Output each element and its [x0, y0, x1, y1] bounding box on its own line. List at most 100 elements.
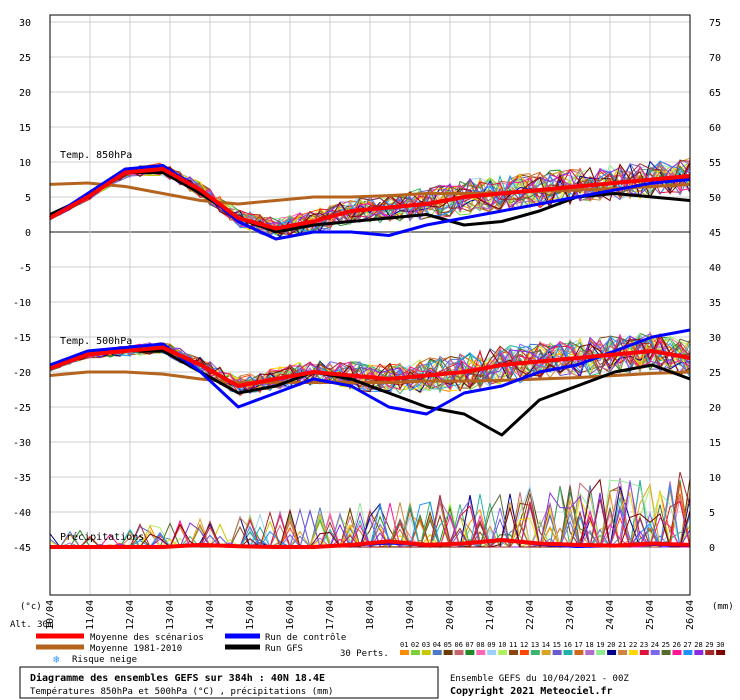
- pert-legend-swatch: [596, 650, 606, 655]
- right-tick-label: 25: [709, 368, 721, 379]
- pert-legend-swatch: [716, 650, 726, 655]
- pert-legend-number: 13: [531, 641, 539, 649]
- legend-mean-label: Moyenne des scénarios: [90, 632, 204, 643]
- right-tick-label: 55: [709, 158, 721, 169]
- left-tick-label: -10: [13, 298, 31, 309]
- t500-control-line: [49, 328, 691, 416]
- pert-legend-swatch: [530, 650, 540, 655]
- pert-precip-line: [50, 478, 691, 548]
- left-tick-label: -20: [13, 368, 31, 379]
- perts-label: 30 Perts.: [340, 649, 389, 659]
- pert-legend-swatch: [410, 650, 420, 655]
- date-tick-label: 16/04: [285, 600, 296, 630]
- pert-legend-swatch: [519, 650, 529, 655]
- right-tick-label: 15: [709, 438, 721, 449]
- pert-legend-swatch: [639, 650, 649, 655]
- right-tick-label: 40: [709, 263, 721, 274]
- pert-legend-number: 07: [465, 641, 473, 649]
- date-tick-label: 19/04: [405, 600, 416, 630]
- left-tick-label: 20: [19, 88, 31, 99]
- left-tick-label: 5: [25, 193, 31, 204]
- right-tick-label: 45: [709, 228, 721, 239]
- pert-legend-swatch: [443, 650, 453, 655]
- left-axis-ticks: 30 25 20 15 10 5 0 -5 -10 -15 -20 -25 -30 -35 -40 -45: [13, 18, 31, 554]
- pert-legend-swatch: [607, 650, 617, 655]
- left-tick-label: -30: [13, 438, 31, 449]
- date-tick-label: 11/04: [85, 600, 96, 630]
- right-tick-label: 20: [709, 403, 721, 414]
- t500-mean-line: [49, 345, 691, 388]
- date-tick-label: 10/04: [45, 600, 56, 630]
- t850-climo-line: [49, 181, 691, 206]
- pert-legend-number: 02: [411, 641, 419, 649]
- date-tick-label: 21/04: [485, 600, 496, 630]
- pert-legend-number: 21: [618, 641, 626, 649]
- pert-legend-number: 04: [433, 641, 441, 649]
- left-unit: (°c): [20, 602, 42, 612]
- left-tick-label: 15: [19, 123, 31, 134]
- left-tick-label: 0: [25, 228, 31, 239]
- pert-legend-number: 05: [444, 641, 452, 649]
- pert-legend-swatch: [574, 650, 584, 655]
- pert-legend-number: 25: [662, 641, 670, 649]
- pert-legend-number: 24: [651, 641, 659, 649]
- date-tick-label: 23/04: [565, 600, 576, 630]
- altitude-label: Alt. 30m: [10, 620, 53, 630]
- right-unit: (mm): [712, 602, 734, 612]
- date-axis-ticks: 10/04 11/04 12/04 13/04 14/04 15/04 16/04 17/04…: [45, 600, 696, 630]
- pert-legend-swatch: [509, 650, 518, 655]
- date-tick-label: 17/04: [325, 600, 336, 630]
- pert-legend-number: 22: [629, 641, 637, 649]
- pert-legend-number: 30: [716, 641, 724, 649]
- pert-legend-number: 06: [455, 641, 463, 649]
- legend-climo-label: Moyenne 1981-2010: [90, 644, 182, 654]
- pert-legend-number: 11: [509, 641, 517, 649]
- pert-legend-number: 29: [705, 641, 713, 649]
- pert-legend-number: 23: [640, 641, 648, 649]
- footer-box: [19, 666, 439, 699]
- pert-legend-swatch: [487, 650, 497, 655]
- pert-legend-number: 16: [564, 641, 572, 649]
- t500-climo-line: [49, 370, 691, 384]
- pert-legend-number: 12: [520, 641, 528, 649]
- pert-legend-swatch: [454, 650, 464, 655]
- right-tick-label: 0: [709, 543, 715, 554]
- pert-legend-number: 10: [498, 641, 506, 649]
- legend-gfs-label: Run GFS: [265, 644, 303, 654]
- pert-legend-number: 19: [596, 641, 604, 649]
- left-tick-label: 25: [19, 53, 31, 64]
- pert-legend-number: 08: [476, 641, 484, 649]
- date-tick-label: 12/04: [125, 600, 136, 630]
- pert-legend-swatch: [705, 650, 715, 655]
- pert-legend-swatch: [465, 650, 475, 655]
- left-tick-label: -40: [13, 508, 31, 519]
- pert-legend-number: 26: [673, 641, 681, 649]
- pert-legend-swatch: [694, 650, 704, 655]
- date-tick-label: 22/04: [525, 600, 536, 630]
- pert-legend-number: 01: [400, 641, 408, 649]
- pert-legend-swatch: [563, 650, 573, 655]
- t850-panel-label: Temp. 850hPa: [60, 150, 132, 161]
- pert-legend-swatch: [661, 650, 671, 655]
- date-tick-label: 13/04: [165, 600, 176, 630]
- pert-legend-number: 15: [553, 641, 561, 649]
- left-tick-label: -5: [19, 263, 31, 274]
- pert-legend-swatch: [552, 650, 562, 655]
- precip-mean-line: [50, 538, 691, 549]
- footer-title: Diagramme des ensembles GEFS sur 384h : …: [30, 672, 325, 684]
- pert-legend-number: 17: [574, 641, 582, 649]
- date-tick-label: 14/04: [205, 600, 216, 630]
- right-tick-label: 60: [709, 123, 721, 134]
- pert-legend-swatch: [618, 650, 627, 655]
- pert-legend-swatch: [432, 650, 442, 655]
- t500-gfs-line: [49, 349, 691, 437]
- left-tick-label: -35: [13, 473, 31, 484]
- date-tick-label: 20/04: [445, 600, 456, 630]
- pert-legend-swatch: [672, 650, 682, 655]
- pert-legend-number: 27: [683, 641, 691, 649]
- left-tick-label: 30: [19, 18, 31, 29]
- left-tick-label: 10: [19, 158, 31, 169]
- footer-copyright: Copyright 2021 Meteociel.fr: [450, 685, 613, 697]
